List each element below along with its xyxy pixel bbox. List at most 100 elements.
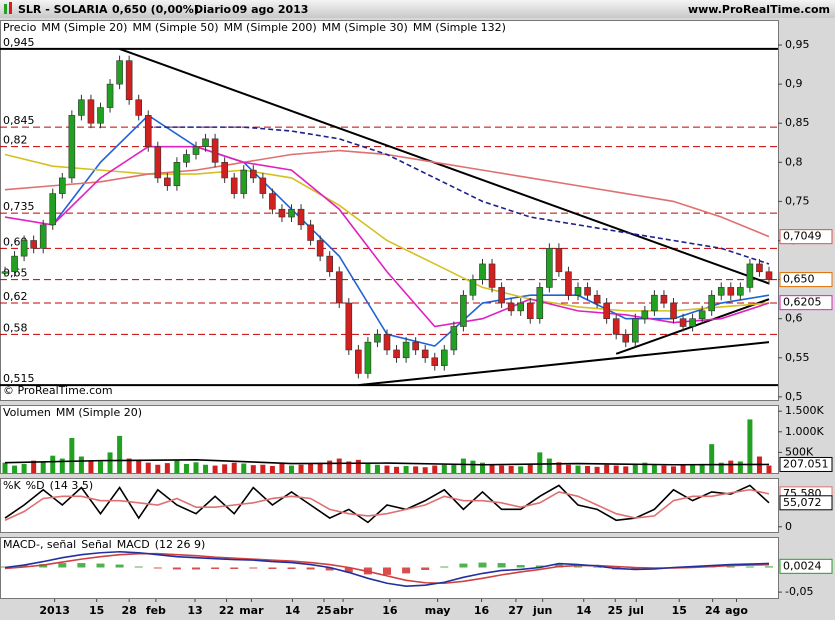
line-series xyxy=(4,552,770,585)
volume-bar xyxy=(422,467,428,473)
x-tick-label: 25 xyxy=(316,604,331,617)
candle xyxy=(756,263,763,273)
y-tick-label: 0,9 xyxy=(785,77,803,90)
volume-bar xyxy=(556,462,562,473)
histogram-bar xyxy=(631,567,640,570)
current-value-label: 55,072 xyxy=(783,496,822,509)
volume-bar xyxy=(604,464,610,473)
site: www.ProRealTime.com xyxy=(688,3,830,16)
x-tick-label: 14 xyxy=(576,604,592,617)
volume-bar xyxy=(374,464,380,473)
current-value-box xyxy=(779,272,833,288)
volume-bar xyxy=(50,455,56,473)
candle xyxy=(717,287,725,296)
candle xyxy=(374,334,381,343)
histogram-bar xyxy=(58,563,67,568)
volume-bar xyxy=(59,458,65,473)
legend-entry: MM (Simple 20) xyxy=(56,406,142,419)
volume-bar xyxy=(480,462,485,473)
level-label: 0,82 xyxy=(3,134,28,147)
level-label: 0,735 xyxy=(3,200,35,213)
level-label: 0,945 xyxy=(3,36,35,49)
volume-bar xyxy=(766,465,772,473)
volume-bar xyxy=(642,462,648,473)
histogram-bar xyxy=(115,564,124,568)
current-value-label: 0,7049 xyxy=(783,230,822,243)
volume-bar xyxy=(518,466,524,473)
candle xyxy=(240,169,248,194)
volume-bar xyxy=(632,463,638,473)
volume-bar xyxy=(690,464,696,473)
current-value-label: 0,0024 xyxy=(783,559,822,572)
candle xyxy=(412,341,419,351)
candle xyxy=(679,318,687,327)
candle xyxy=(221,162,228,179)
volume-bar xyxy=(384,465,390,473)
candle xyxy=(68,115,76,179)
icon xyxy=(9,2,12,14)
candle xyxy=(307,224,314,241)
volume-bar xyxy=(470,460,476,473)
volume-bar xyxy=(355,459,361,473)
histogram-bar xyxy=(230,567,239,569)
histogram-bar xyxy=(134,566,143,568)
candle xyxy=(546,248,553,288)
x-tick-label: 28 xyxy=(121,604,136,617)
period: Diario xyxy=(194,3,232,16)
volume-bar xyxy=(317,462,323,473)
legend-entry: %K xyxy=(3,479,21,492)
legend-entry: (12 26 9) xyxy=(155,538,206,551)
x-tick-label: feb xyxy=(146,604,166,617)
candle xyxy=(183,154,190,163)
candle xyxy=(383,334,391,351)
legend-entry: (14 3 5) xyxy=(50,479,94,492)
candle xyxy=(670,302,677,319)
histogram-bar xyxy=(287,567,296,569)
candle xyxy=(421,349,429,359)
legend-entry: MM (Simple 200) xyxy=(224,21,317,34)
candle xyxy=(173,162,181,187)
x-tick-label: 13 xyxy=(187,604,202,617)
histogram-bar xyxy=(574,566,582,568)
candle xyxy=(116,60,123,85)
line-series xyxy=(4,550,770,587)
volume-bar xyxy=(2,462,8,473)
volume-bar xyxy=(174,460,180,473)
candle xyxy=(164,177,171,187)
histogram-bar xyxy=(745,566,754,568)
candle xyxy=(526,302,534,319)
candle xyxy=(708,294,716,312)
candle xyxy=(78,99,85,116)
candle xyxy=(288,208,295,218)
volume-bar xyxy=(651,464,657,473)
volume-bar xyxy=(623,466,629,473)
header-bar xyxy=(0,0,835,18)
x-tick-label: jun xyxy=(532,604,552,617)
candle xyxy=(651,294,658,312)
candle xyxy=(440,349,448,366)
candle xyxy=(507,302,515,312)
current-value-label: 207.051 xyxy=(783,457,829,470)
y-tick-label: 500K xyxy=(785,445,814,458)
candle xyxy=(737,287,744,296)
y-tick-label: 0,5 xyxy=(785,390,803,403)
trend-line xyxy=(119,47,770,285)
date: 09 ago 2013 xyxy=(232,3,308,16)
volume-bar xyxy=(136,460,142,473)
candle xyxy=(144,115,152,147)
candle xyxy=(154,146,162,179)
histogram-bar xyxy=(172,567,181,570)
histogram-bar xyxy=(96,563,105,568)
histogram-bar xyxy=(344,567,353,573)
volume-bar xyxy=(12,465,18,473)
histogram-bar xyxy=(268,567,277,569)
candle xyxy=(11,255,18,273)
x-tick-label: 16 xyxy=(382,604,398,617)
volume-bar xyxy=(575,465,581,473)
histogram-bar xyxy=(153,567,162,569)
volume-bar xyxy=(155,464,161,473)
volume-bar xyxy=(279,463,285,473)
line-series xyxy=(4,488,770,521)
candle xyxy=(345,302,353,351)
